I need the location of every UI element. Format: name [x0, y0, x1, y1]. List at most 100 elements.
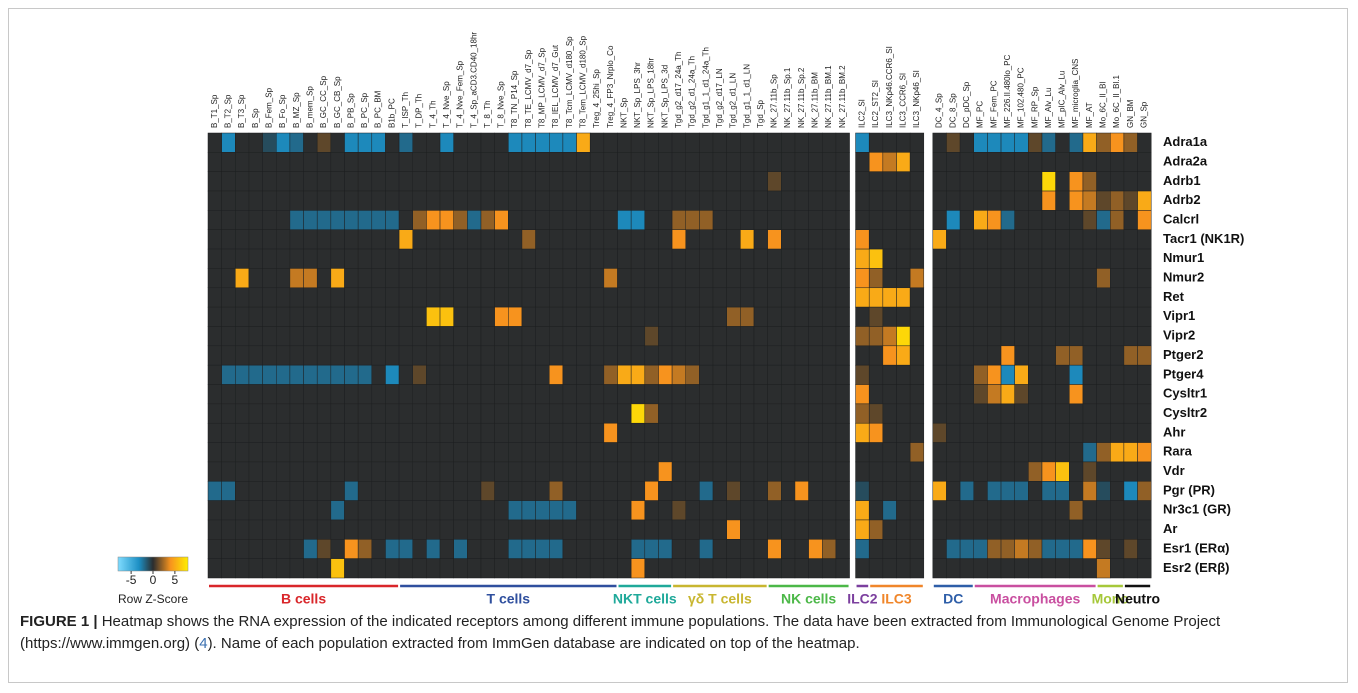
heatmap-cell	[1041, 519, 1056, 540]
heatmap-cell	[467, 442, 482, 463]
heatmap-cell	[344, 287, 359, 308]
heatmap-cell	[644, 306, 659, 327]
heatmap-cell	[480, 403, 495, 424]
heatmap-cell	[398, 132, 414, 153]
heatmap-cell	[1069, 461, 1084, 482]
heatmap-cell	[494, 364, 509, 385]
heatmap-cell	[521, 461, 536, 482]
heatmap-cell	[235, 306, 250, 327]
heatmap-cell	[385, 403, 400, 424]
heatmap-cell	[740, 364, 755, 385]
heatmap-cell	[248, 461, 263, 482]
heatmap-cell	[357, 461, 373, 482]
group-label: DC	[943, 591, 963, 607]
heatmap-cell	[535, 384, 550, 405]
heatmap-cell	[357, 364, 373, 385]
heatmap-cell	[855, 190, 870, 211]
heatmap-cell	[1096, 422, 1111, 443]
heatmap-cell	[357, 171, 373, 192]
heatmap-cell	[371, 306, 386, 327]
heatmap-cell	[987, 500, 1002, 521]
heatmap-cell	[276, 403, 291, 424]
heatmap-cell	[740, 403, 755, 424]
heatmap-cell	[467, 248, 482, 269]
heatmap-cell	[630, 403, 646, 424]
heatmap-cell	[973, 306, 988, 327]
heatmap-cell	[330, 422, 345, 443]
heatmap-cell	[753, 248, 768, 269]
heatmap-cell	[262, 422, 277, 443]
heatmap-cell	[603, 326, 618, 347]
heatmap-cell	[671, 190, 686, 211]
column-label: Tgd_g2_d17_LN	[715, 68, 724, 128]
heatmap-cell	[262, 132, 277, 153]
heatmap-cell	[371, 422, 386, 443]
heatmap-cell	[946, 461, 961, 482]
heatmap-cell	[508, 171, 523, 192]
heatmap-cell	[1055, 229, 1070, 250]
heatmap-cell	[235, 364, 250, 385]
heatmap-cell	[835, 384, 850, 405]
heatmap-cell	[896, 364, 911, 385]
heatmap-cell	[671, 519, 686, 540]
heatmap-cell	[882, 171, 897, 192]
heatmap-cell	[685, 229, 700, 250]
heatmap-cell	[1123, 248, 1138, 269]
heatmap-cell	[344, 422, 359, 443]
heatmap-cell	[712, 345, 727, 366]
heatmap-cell	[959, 190, 974, 211]
heatmap-cell	[603, 364, 618, 385]
caption-reference[interactable]: 4	[199, 635, 208, 652]
heatmap-cell	[344, 364, 359, 385]
heatmap-cell	[508, 558, 523, 579]
heatmap-cell	[808, 442, 823, 463]
heatmap-cell	[480, 229, 495, 250]
column-label: NKT_Sp_LPS_3hr	[633, 62, 642, 128]
heatmap-cell	[276, 384, 291, 405]
heatmap-cell	[1110, 558, 1125, 579]
column-label: MF_226.II.480lo_PC	[1003, 54, 1012, 128]
heatmap-cell	[835, 345, 850, 366]
heatmap-cell	[316, 326, 332, 347]
heatmap-cell	[439, 519, 454, 540]
heatmap-cell	[276, 539, 291, 559]
heatmap-cell	[262, 152, 277, 172]
heatmap-cell	[303, 539, 318, 559]
heatmap-cell	[426, 287, 441, 308]
heatmap-cell	[316, 268, 332, 289]
heatmap-cell	[712, 500, 727, 521]
heatmap-cell	[882, 306, 897, 327]
heatmap-cell	[1014, 171, 1029, 192]
column-label: Treg_4_FP3_Nrplo_Co	[606, 45, 615, 128]
heatmap-cell	[932, 481, 947, 501]
heatmap-cell	[1028, 171, 1043, 192]
heatmap-cell	[276, 132, 291, 153]
heatmap-cell	[617, 364, 632, 385]
heatmap-cell	[576, 210, 591, 230]
heatmap-cell	[330, 345, 345, 366]
heatmap-cell	[644, 229, 659, 250]
heatmap-cell	[248, 268, 263, 289]
heatmap-cell	[521, 268, 536, 289]
heatmap-cell	[562, 519, 577, 540]
heatmap-cell	[1069, 500, 1084, 521]
heatmap-cell	[221, 500, 236, 521]
heatmap-cell	[868, 132, 884, 153]
heatmap-cell	[207, 190, 222, 211]
column-label: T_4_Th	[428, 100, 437, 128]
heatmap-cell	[932, 558, 947, 579]
heatmap-cell	[412, 442, 427, 463]
heatmap-cell	[603, 306, 618, 327]
heatmap-cell	[699, 229, 714, 250]
heatmap-cell	[603, 500, 618, 521]
heatmap-cell	[932, 190, 947, 211]
heatmap-cell	[808, 306, 823, 327]
heatmap-cell	[494, 306, 509, 327]
heatmap-cell	[289, 481, 304, 501]
heatmap-cell	[1082, 364, 1097, 385]
column-label: GN_BM	[1126, 99, 1135, 128]
heatmap-cell	[1069, 384, 1084, 405]
heatmap-cell	[896, 403, 911, 424]
heatmap-cell	[868, 171, 884, 192]
heatmap-cell	[262, 268, 277, 289]
